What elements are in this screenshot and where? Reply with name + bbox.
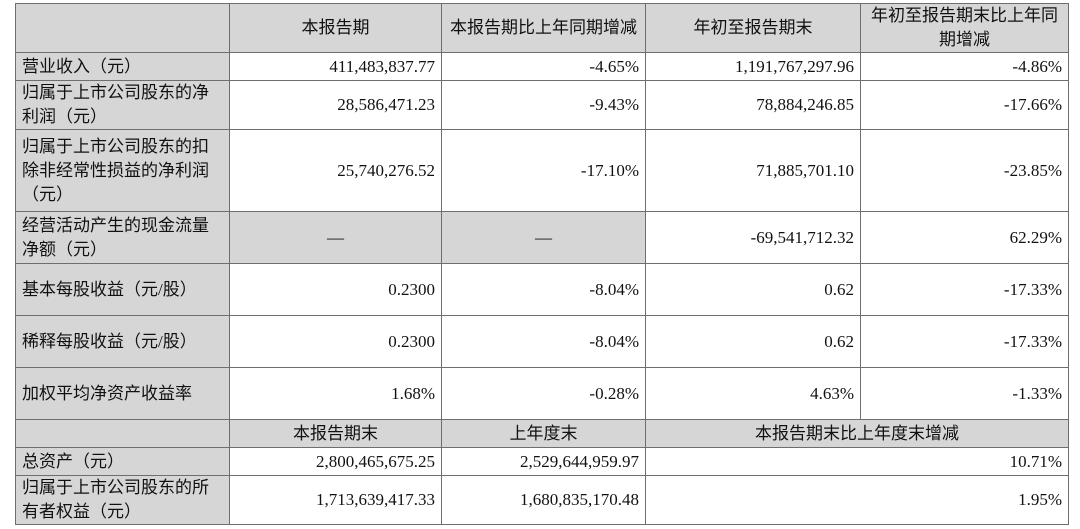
cell: — — [229, 211, 442, 264]
row-label: 基本每股收益（元/股） — [15, 263, 230, 316]
header-ytd: 年初至报告期末 — [645, 3, 861, 53]
table-row: 基本每股收益（元/股） 0.2300 -8.04% 0.62 -17.33% — [15, 263, 1069, 316]
cell: 71,885,701.10 — [645, 129, 861, 212]
cell: 411,483,837.77 — [229, 52, 442, 81]
cell: 2,529,644,959.97 — [441, 447, 646, 476]
header-current-period: 本报告期 — [229, 3, 442, 53]
cell: 62.29% — [860, 211, 1069, 264]
table-row: 经营活动产生的现金流量净额（元） — — -69,541,712.32 62.2… — [15, 211, 1069, 264]
cell: 28,586,471.23 — [229, 80, 442, 130]
row-label: 加权平均净资产收益率 — [15, 367, 230, 420]
row-label: 营业收入（元） — [15, 52, 230, 81]
cell: 78,884,246.85 — [645, 80, 861, 130]
cell: 4.63% — [645, 367, 861, 420]
cell: 25,740,276.52 — [229, 129, 442, 212]
row-label: 归属于上市公司股东的所有者权益（元） — [15, 475, 230, 525]
header-period-end: 本报告期末 — [229, 419, 442, 448]
cell: 2,800,465,675.25 — [229, 447, 442, 476]
header-blank — [15, 3, 230, 53]
table-row: 营业收入（元） 411,483,837.77 -4.65% 1,191,767,… — [15, 52, 1069, 81]
header-row-2: 本报告期末 上年度末 本报告期末比上年度末增减 — [15, 419, 1069, 448]
table-row: 加权平均净资产收益率 1.68% -0.28% 4.63% -1.33% — [15, 367, 1069, 420]
header-change: 本报告期末比上年度末增减 — [645, 419, 1069, 448]
cell: 0.62 — [645, 263, 861, 316]
table-row: 稀释每股收益（元/股） 0.2300 -8.04% 0.62 -17.33% — [15, 315, 1069, 368]
row-label: 总资产（元） — [15, 447, 230, 476]
cell: 1,680,835,170.48 — [441, 475, 646, 525]
cell: -4.86% — [860, 52, 1069, 81]
cell: -17.10% — [441, 129, 646, 212]
cell: — — [441, 211, 646, 264]
header-blank — [15, 419, 230, 448]
cell: 1,191,767,297.96 — [645, 52, 861, 81]
row-label: 归属于上市公司股东的净利润（元） — [15, 80, 230, 130]
cell: -1.33% — [860, 367, 1069, 420]
table-row: 归属于上市公司股东的净利润（元） 28,586,471.23 -9.43% 78… — [15, 80, 1069, 130]
cell: -17.66% — [860, 80, 1069, 130]
cell: -23.85% — [860, 129, 1069, 212]
table-row: 归属于上市公司股东的所有者权益（元） 1,713,639,417.33 1,68… — [15, 475, 1069, 525]
cell: 10.71% — [645, 447, 1069, 476]
cell: -17.33% — [860, 315, 1069, 368]
cell: -17.33% — [860, 263, 1069, 316]
header-prior-year-end: 上年度末 — [441, 419, 646, 448]
cell: -0.28% — [441, 367, 646, 420]
cell: -8.04% — [441, 315, 646, 368]
header-ytd-yoy: 年初至报告期末比上年同期增减 — [860, 3, 1069, 53]
cell: 1.95% — [645, 475, 1069, 525]
cell: 1,713,639,417.33 — [229, 475, 442, 525]
header-current-period-yoy: 本报告期比上年同期增减 — [441, 3, 646, 53]
cell: -8.04% — [441, 263, 646, 316]
cell: 1.68% — [229, 367, 442, 420]
cell: 0.62 — [645, 315, 861, 368]
row-label: 归属于上市公司股东的扣除非经常性损益的净利润（元） — [15, 129, 230, 212]
table-row: 归属于上市公司股东的扣除非经常性损益的净利润（元） 25,740,276.52 … — [15, 129, 1069, 212]
cell: -4.65% — [441, 52, 646, 81]
row-label: 经营活动产生的现金流量净额（元） — [15, 211, 230, 264]
row-label: 稀释每股收益（元/股） — [15, 315, 230, 368]
header-row: 本报告期 本报告期比上年同期增减 年初至报告期末 年初至报告期末比上年同期增减 — [15, 3, 1069, 53]
cell: -9.43% — [441, 80, 646, 130]
cell: -69,541,712.32 — [645, 211, 861, 264]
table-row: 总资产（元） 2,800,465,675.25 2,529,644,959.97… — [15, 447, 1069, 476]
cell: 0.2300 — [229, 315, 442, 368]
financial-summary-table: 本报告期 本报告期比上年同期增减 年初至报告期末 年初至报告期末比上年同期增减 … — [15, 3, 1069, 525]
cell: 0.2300 — [229, 263, 442, 316]
